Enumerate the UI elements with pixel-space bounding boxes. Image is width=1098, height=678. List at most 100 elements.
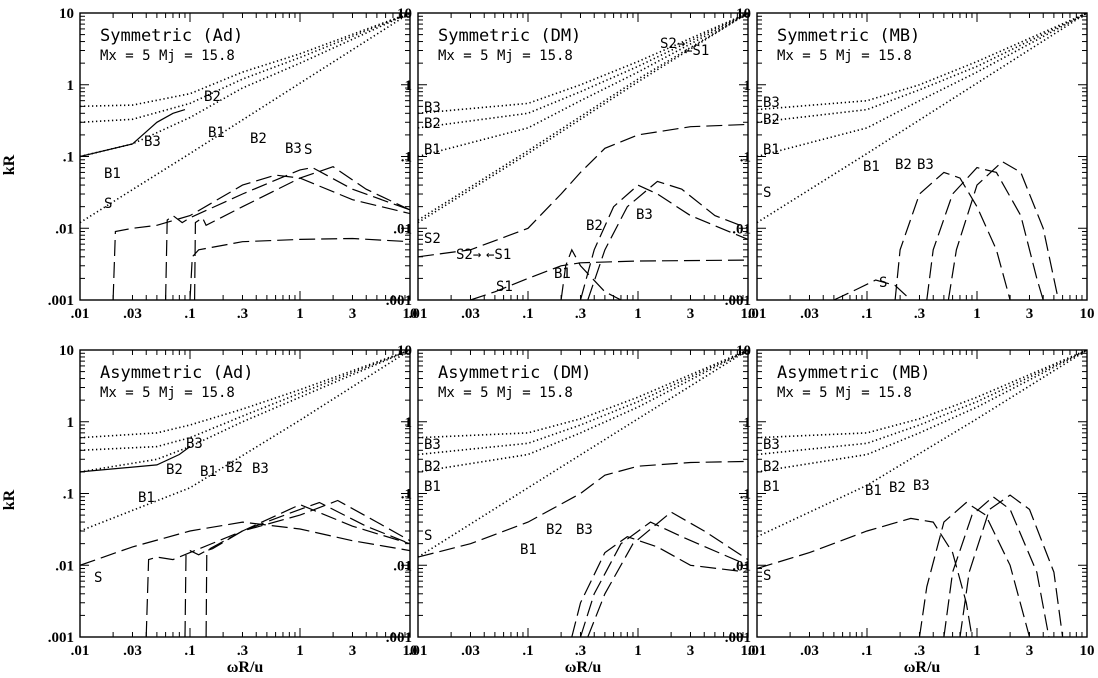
curve-label: B1 [104, 166, 121, 182]
panel-subtitle: Mx = 5 Mj = 15.8 [777, 385, 912, 401]
x-tick-label: 3 [687, 306, 695, 322]
curve-label: S2→ [660, 36, 685, 52]
curve-label: S [94, 570, 102, 586]
x-tick-label: 3 [1026, 643, 1034, 659]
curve-label: S2 [424, 231, 441, 247]
y-tick-label: .1 [740, 487, 751, 503]
x-tick-label: .3 [575, 643, 586, 659]
series-b3-dashed-line [959, 494, 1064, 637]
curve-label: B3 [913, 478, 930, 494]
curve-label: B3 [252, 461, 269, 477]
y-tick-label: .1 [740, 150, 751, 166]
series-b2-dashed-line [943, 496, 1050, 637]
series-b1-dotted-line [80, 350, 410, 473]
series-b3-dotted-line [418, 13, 748, 115]
series-s-dashed-line [757, 517, 973, 637]
curve-label: B3 [763, 95, 780, 111]
x-tick-label: .01 [409, 306, 428, 322]
x-tick-label: .1 [522, 643, 533, 659]
series-b1-dotted-line [418, 13, 748, 158]
curve-label: B2 [424, 116, 441, 132]
x-tick-label: .03 [123, 306, 142, 322]
series-b3-dashed-line [205, 499, 410, 637]
series-group [418, 350, 748, 637]
series-b2-dashed-line [165, 166, 410, 300]
panel-title: Asymmetric (MB) [777, 363, 931, 383]
curve-label: B2 [250, 131, 267, 147]
curve-label: B3 [917, 157, 934, 173]
curve-label: B2 [226, 460, 243, 476]
curve-label: B2 [763, 459, 780, 475]
curve-label: B2 [889, 480, 906, 496]
y-tick-label: .1 [63, 487, 74, 503]
series-b3-dashed-line [587, 511, 748, 637]
x-tick-label: 3 [687, 643, 695, 659]
y-tick-label: .001 [725, 293, 751, 309]
curve-label: B3 [186, 436, 203, 452]
curve-label: B3 [636, 207, 653, 223]
curve-label: S2→ [456, 247, 481, 263]
series-s2-dotted-line [418, 13, 748, 221]
series-s1-dashed-line [470, 259, 748, 300]
series-b1-dotted-line [757, 350, 1087, 473]
series-s-dashed-line [418, 460, 748, 558]
series-b1-dotted-line [757, 13, 1087, 158]
curve-label: B2 [763, 112, 780, 128]
series-b2-dashed-line [579, 521, 748, 637]
x-tick-label: 3 [349, 306, 357, 322]
curve-label: B3 [576, 522, 593, 538]
y-tick-label: 1 [744, 415, 752, 431]
x-tick-label: .03 [461, 306, 480, 322]
x-tick-label: .1 [861, 643, 872, 659]
curve-label: B3 [285, 141, 302, 157]
series-b3-dotted-line [80, 350, 410, 439]
curve-label: S1 [496, 279, 513, 295]
panel-title: Asymmetric (Ad) [100, 363, 254, 383]
series-group [757, 350, 1087, 637]
x-tick-label: .01 [748, 643, 767, 659]
series-b1-dashed-line [145, 503, 410, 637]
y-tick-label: .1 [401, 150, 412, 166]
curve-label: B1 [520, 542, 537, 558]
y-tick-label: 1 [67, 415, 75, 431]
x-tick-label: 1 [973, 643, 981, 659]
x-tick-label: 3 [1026, 306, 1034, 322]
x-tick-label: .03 [800, 306, 819, 322]
series-unnamed-solid-line [80, 109, 186, 158]
series-b1-dashed-line [112, 174, 410, 300]
curve-label: S [104, 196, 112, 212]
curve-label: S [304, 142, 312, 158]
series-b1-dashed-line [918, 501, 1031, 637]
series-group [80, 13, 410, 300]
y-tick-label: .01 [55, 558, 74, 574]
series-b3-dotted-line [418, 350, 748, 439]
x-tick-label: 10 [1080, 306, 1095, 322]
x-axis-label-middle: ωR/u [565, 659, 602, 676]
series-unnamed-solid-line [80, 446, 191, 473]
panel-title: Symmetric (MB) [777, 26, 920, 46]
curve-label: B1 [554, 266, 571, 282]
series-b3-dashed-line [194, 166, 410, 300]
y-tick-label: .1 [401, 487, 412, 503]
curve-label: B1 [763, 479, 780, 495]
x-tick-label: 1 [296, 643, 304, 659]
curve-label: B1 [763, 142, 780, 158]
curve-label: B2 [166, 462, 183, 478]
series-s1-dotted-line [418, 13, 748, 224]
series-s-dashed-line [189, 237, 410, 300]
series-group [418, 13, 748, 300]
curve-label: ←S1 [684, 43, 709, 59]
x-tick-label: 10 [741, 306, 756, 322]
curve-label: S [424, 528, 432, 544]
series-s-dashed-line [833, 279, 912, 300]
curve-label: S [879, 275, 887, 291]
x-tick-label: 10 [403, 306, 418, 322]
curve-label: B1 [424, 479, 441, 495]
panel-subtitle: Mx = 5 Mj = 15.8 [438, 48, 573, 64]
series-b2-dotted-line [80, 350, 410, 452]
